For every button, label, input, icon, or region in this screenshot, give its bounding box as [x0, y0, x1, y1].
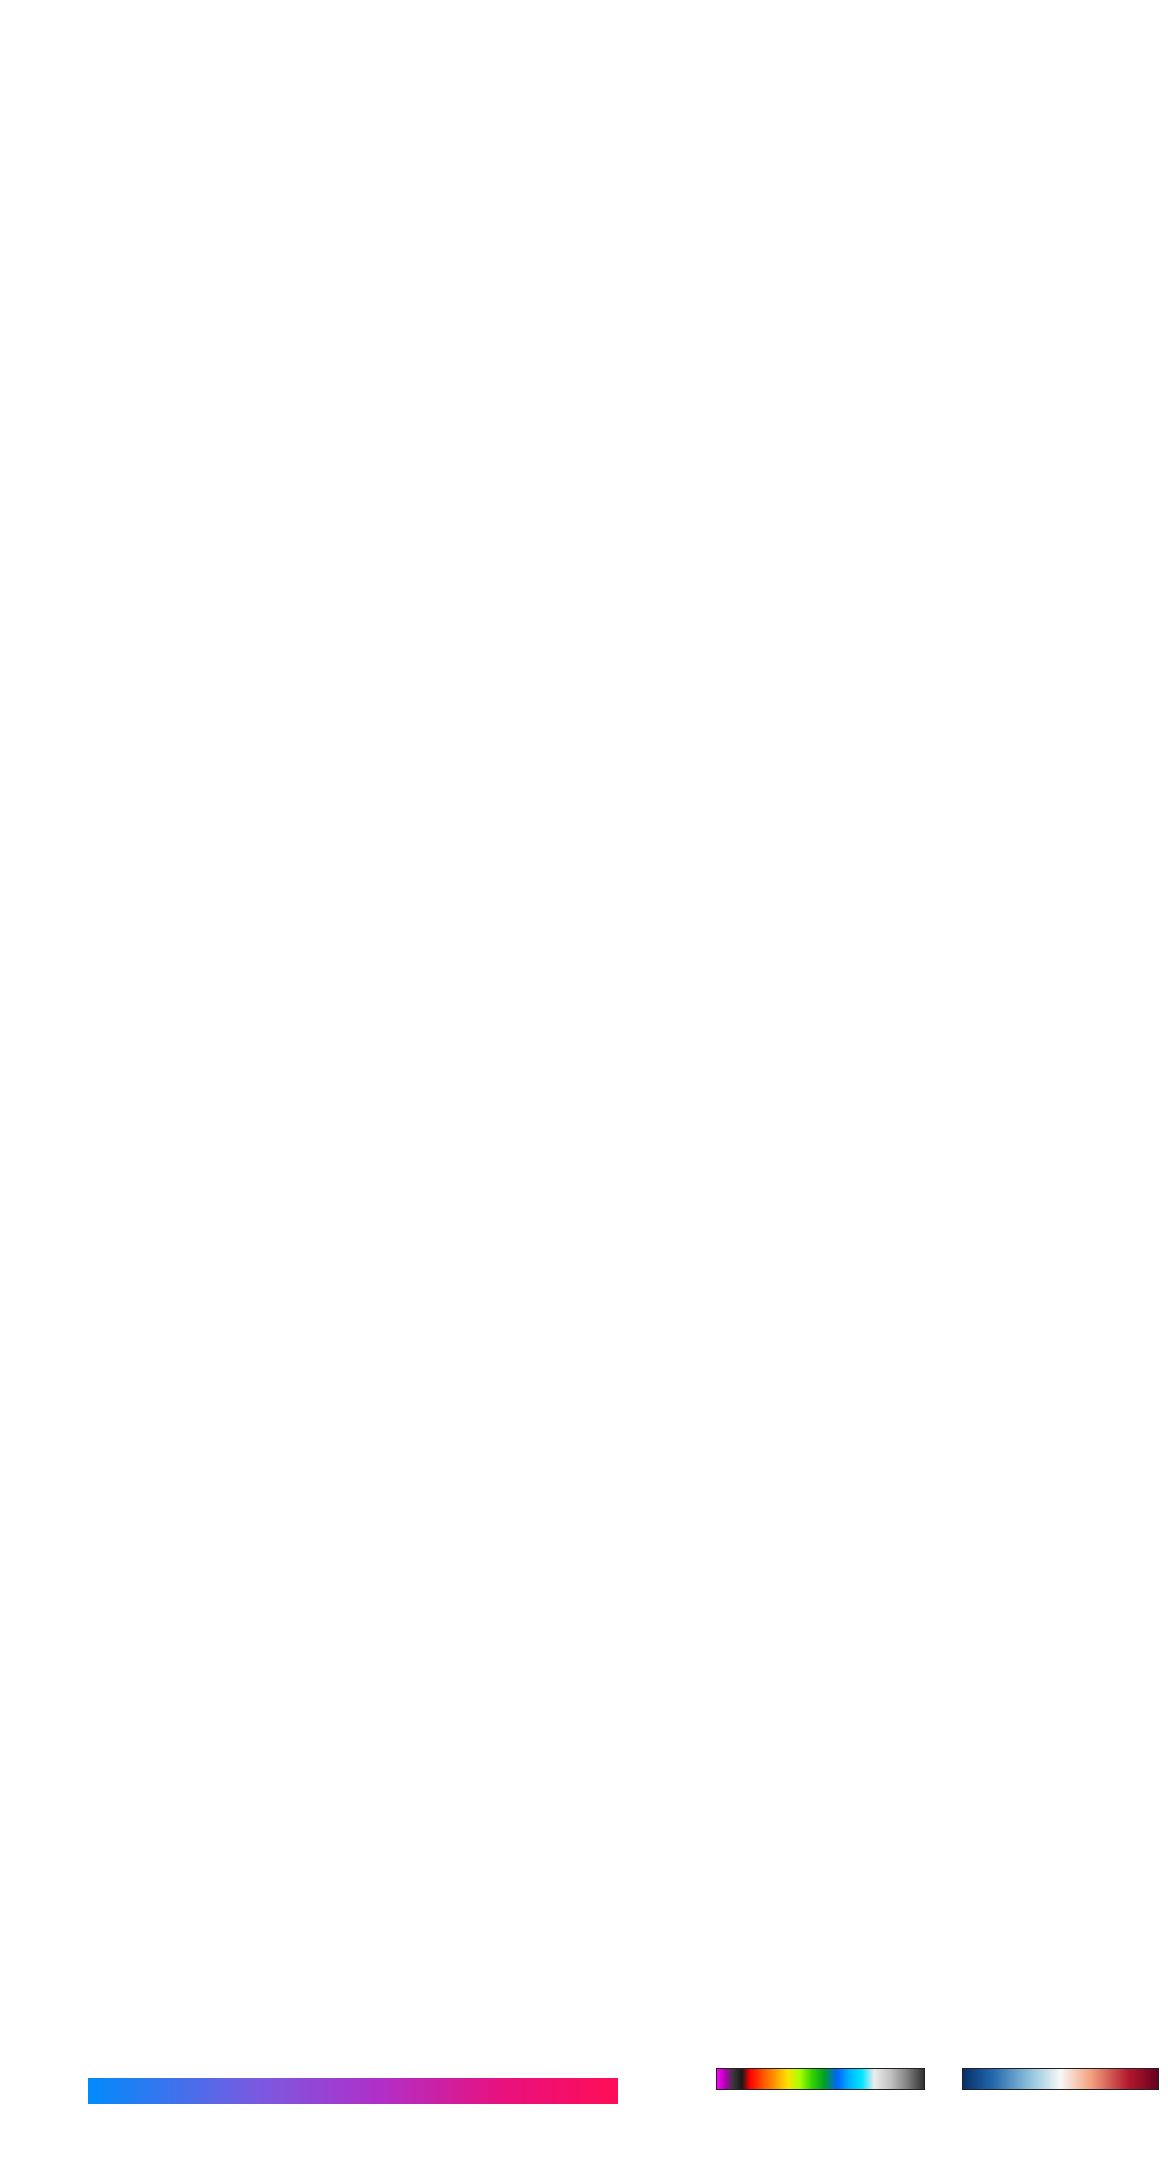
shap-beeswarm-chart	[0, 908, 700, 2060]
brightness-temp-colorbar	[716, 2068, 925, 2090]
shap-values-colorbar	[962, 2068, 1159, 2090]
feature-value-colorbar	[88, 2078, 618, 2104]
msw-histogram	[700, 22, 1168, 414]
shap-timeseries-chart	[0, 410, 1168, 920]
